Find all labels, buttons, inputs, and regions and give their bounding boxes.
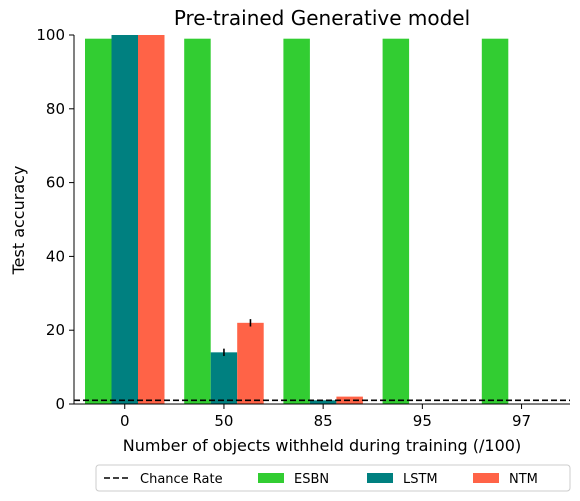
error-bars-layer: [223, 319, 252, 357]
legend-label-lstm: LSTM: [403, 472, 438, 487]
x-tick-label: 85: [314, 412, 333, 430]
bar-esbn-97: [481, 38, 509, 404]
y-tick-label: 60: [46, 174, 65, 192]
legend-label-ntm: NTM: [509, 472, 538, 487]
x-tick-label: 97: [512, 412, 531, 430]
bar-esbn-95: [382, 38, 410, 404]
y-tick-label: 100: [36, 26, 65, 44]
x-axis-title: Number of objects withheld during traini…: [123, 436, 521, 455]
bar-ntm-50: [237, 322, 264, 404]
legend-swatch-esbn: [258, 473, 284, 483]
x-tick-label: 0: [120, 412, 130, 430]
chart-title: Pre-trained Generative model: [174, 6, 470, 30]
x-tick-label: 95: [413, 412, 432, 430]
x-tick-label: 50: [214, 412, 233, 430]
y-tick-label: 20: [46, 321, 65, 339]
y-tick-label: 80: [46, 100, 65, 118]
bar-lstm-50: [210, 352, 238, 404]
bar-esbn-85: [283, 38, 310, 404]
legend-label-esbn: ESBN: [294, 472, 329, 487]
legend-swatch-ntm: [473, 473, 499, 483]
bar-lstm-85: [309, 400, 337, 404]
bars-layer: [85, 35, 509, 404]
legend-swatch-lstm: [367, 473, 393, 483]
y-tick-label: 40: [46, 247, 65, 265]
bar-esbn-0: [85, 38, 112, 404]
y-axis-title: Test accuracy: [9, 166, 28, 276]
y-tick-label: 0: [55, 395, 65, 413]
legend: Chance Rate ESBN LSTM NTM: [95, 464, 571, 492]
bar-ntm-0: [138, 35, 165, 404]
bar-esbn-50: [184, 38, 211, 404]
axes: 0 50 85 95 97 0 20 40 60 80 100: [36, 26, 570, 430]
legend-label-chance-rate: Chance Rate: [140, 472, 223, 487]
bar-lstm-0: [111, 35, 138, 404]
legend-frame: [95, 464, 571, 492]
